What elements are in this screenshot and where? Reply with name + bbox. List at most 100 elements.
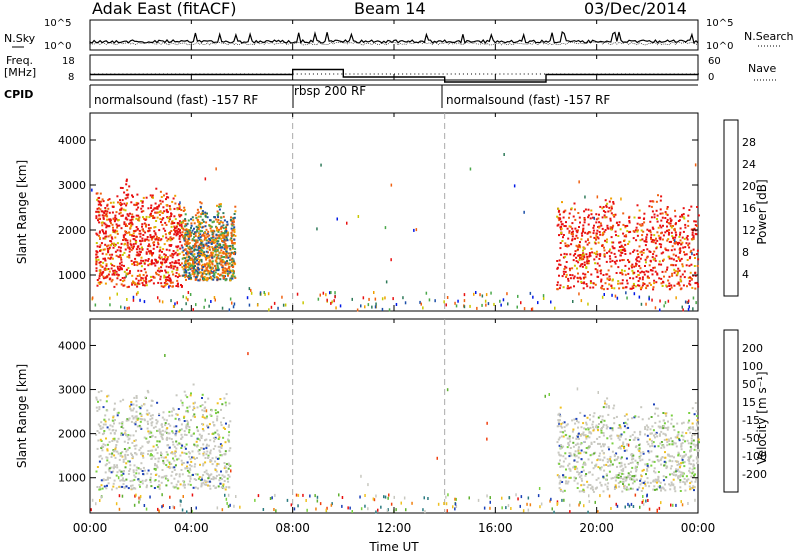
nave-tick-bottom: 0 xyxy=(708,72,714,83)
velocity-echo xyxy=(175,425,177,427)
velocity-echo xyxy=(627,427,629,429)
power-echo xyxy=(575,235,577,237)
power-echo xyxy=(203,278,205,280)
velocity-scatter xyxy=(469,496,471,499)
velocity-echo xyxy=(679,466,681,468)
power-echo xyxy=(682,265,684,267)
velocity-echo xyxy=(106,485,108,487)
power-echo xyxy=(173,268,175,270)
velocity-echo xyxy=(671,455,673,457)
velocity-echo xyxy=(196,457,198,459)
velocity-echo xyxy=(671,473,673,475)
velocity-echo xyxy=(189,452,191,454)
velocity-echo xyxy=(197,430,199,432)
power-echo xyxy=(609,201,611,203)
power-scatter xyxy=(320,294,322,297)
velocity-scatter xyxy=(672,504,674,507)
velocity-echo xyxy=(113,423,115,425)
velocity-echo xyxy=(585,436,587,438)
power-echo xyxy=(559,287,561,289)
power-scatter xyxy=(517,295,519,298)
velocity-echo xyxy=(660,447,662,449)
power-echo xyxy=(206,245,208,247)
velocity-echo xyxy=(163,411,165,413)
power-echo xyxy=(674,210,676,212)
velocity-echo xyxy=(604,484,606,486)
velocity-echo xyxy=(581,450,583,452)
velocity-echo xyxy=(103,424,105,426)
power-scatter xyxy=(325,293,327,296)
power-echo xyxy=(112,279,114,281)
velocity-echo xyxy=(189,469,191,471)
power-echo xyxy=(177,231,179,233)
velocity-echo xyxy=(564,426,566,428)
power-echo xyxy=(150,213,152,215)
velocity-echo xyxy=(655,433,657,435)
power-scatter xyxy=(117,293,119,296)
velocity-echo xyxy=(631,467,633,469)
velocity-scatter xyxy=(387,509,389,512)
velocity-echo xyxy=(147,391,149,393)
power-echo xyxy=(636,231,638,233)
velocity-scatter xyxy=(659,507,661,510)
power-echo xyxy=(621,252,623,254)
power-echo xyxy=(173,198,175,200)
velocity-echo xyxy=(656,435,658,437)
power-echo xyxy=(104,258,106,260)
velocity-echo xyxy=(676,423,678,425)
power-echo xyxy=(98,200,100,202)
power-echo xyxy=(110,257,112,259)
velocity-echo xyxy=(622,483,624,485)
power-echo xyxy=(560,232,562,234)
power-echo xyxy=(224,219,226,221)
power-scatter xyxy=(481,304,483,307)
velocity-echo xyxy=(638,487,640,489)
velocity-echo xyxy=(625,422,627,424)
velocity-echo xyxy=(221,403,223,405)
velocity-echo xyxy=(692,460,694,462)
velocity-echo xyxy=(567,446,569,448)
velocity-echo xyxy=(162,417,164,419)
velocity-echo xyxy=(623,447,625,449)
velocity-echo xyxy=(657,459,659,461)
power-echo xyxy=(579,222,581,224)
power-echo xyxy=(102,262,104,264)
velocity-scatter xyxy=(517,497,519,500)
power-echo xyxy=(230,237,232,239)
power-scatter xyxy=(469,305,471,308)
velocity-scatter xyxy=(631,503,633,506)
power-echo xyxy=(611,287,613,289)
power-echo xyxy=(214,265,216,267)
velocity-echo xyxy=(663,420,665,422)
power-echo xyxy=(217,240,219,242)
velocity-echo xyxy=(653,485,655,487)
power-scatter xyxy=(330,302,332,305)
power-scatter xyxy=(665,301,667,304)
power-echo xyxy=(608,269,610,271)
power-scatter xyxy=(340,304,342,307)
velocity-echo xyxy=(682,462,684,464)
velocity-echo xyxy=(671,418,673,420)
power-echo xyxy=(657,194,659,196)
velocity-scatter xyxy=(298,494,300,497)
power-echo xyxy=(141,223,143,225)
power-echo xyxy=(582,231,584,233)
power-echo xyxy=(125,198,127,200)
velocity-echo xyxy=(635,470,637,472)
power-echo xyxy=(603,288,605,290)
velocity-echo xyxy=(166,439,168,441)
power-echo xyxy=(658,235,660,237)
power-scatter xyxy=(457,300,459,303)
velocity-echo xyxy=(689,450,691,452)
power-echo xyxy=(225,279,227,281)
power-scatter xyxy=(186,296,188,299)
velocity-echo xyxy=(633,439,635,441)
power-echo xyxy=(574,219,576,221)
power-echo xyxy=(639,245,641,247)
power-echo xyxy=(114,215,116,217)
power-echo xyxy=(697,286,699,288)
velocity-echo xyxy=(603,464,605,466)
power-echo xyxy=(141,247,143,249)
velocity-echo xyxy=(642,418,644,420)
